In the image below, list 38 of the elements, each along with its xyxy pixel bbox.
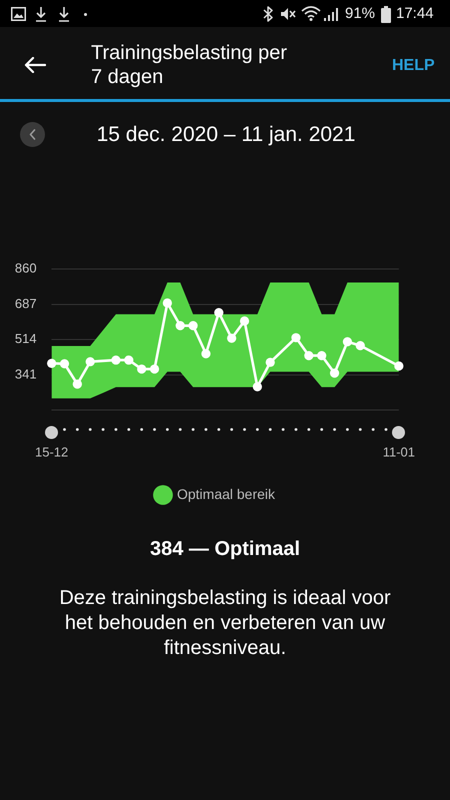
- point: [47, 358, 56, 368]
- x-tick-label: 11-01: [382, 444, 416, 460]
- point: [266, 358, 275, 367]
- chart-subtitle: 15 dec. 2020 – 11 jan. 2021: [96, 122, 356, 148]
- legend-label: Optimaal bereik: [176, 486, 276, 502]
- point: [214, 308, 224, 318]
- y-tick-label: 341: [14, 366, 37, 382]
- text: Deze trainingsbelasting is ideaal voor het behouden en verbeteren van uw fitnessniveau.: [58, 586, 392, 661]
- point: [111, 355, 121, 365]
- point: [150, 364, 160, 374]
- text: 91%: [345, 5, 376, 22]
- point: [201, 349, 211, 358]
- point: [394, 361, 404, 371]
- point: [86, 357, 95, 366]
- point: [240, 316, 250, 326]
- point: [60, 359, 70, 368]
- point: [304, 350, 314, 360]
- point: [176, 321, 185, 330]
- point: [162, 298, 172, 308]
- y-tick-label: 687: [14, 296, 37, 311]
- chart-title: Trainingsbelasting per 7 dagen: [91, 41, 288, 89]
- point: [188, 321, 198, 330]
- text: HELP: [392, 57, 435, 75]
- point: [356, 341, 365, 350]
- point: [137, 364, 146, 374]
- y-tick-label: 860: [14, 260, 37, 276]
- point: [317, 350, 326, 360]
- x-tick-label: 15-12: [35, 444, 68, 460]
- point: [291, 333, 301, 342]
- text: 17:44: [396, 5, 434, 22]
- point: [72, 380, 82, 389]
- point: [330, 368, 340, 378]
- point: [342, 337, 352, 346]
- text: 384 — Optimaal: [148, 537, 302, 561]
- point: [252, 382, 262, 392]
- y-tick-label: 514: [14, 331, 37, 346]
- point: [227, 334, 236, 343]
- point: [124, 355, 134, 365]
